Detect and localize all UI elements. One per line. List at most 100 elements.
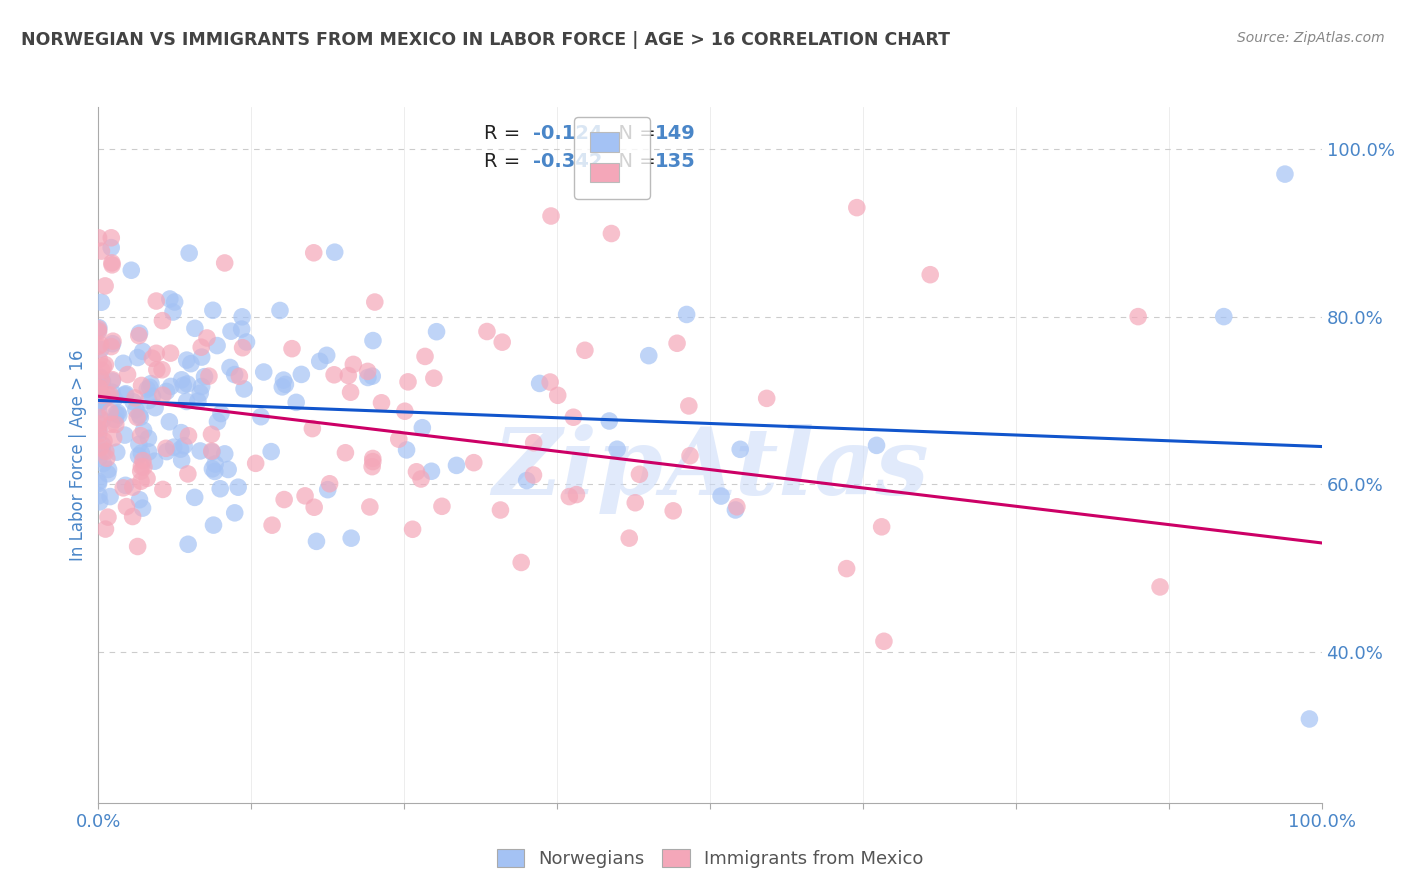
Point (409, 472, 432, 486)
Point (114, 478, 136, 492)
Point (136, 382, 159, 396)
Point (98, 405, 121, 419)
Point (679, 449, 702, 463)
Point (339, 385, 361, 400)
Point (250, 409, 273, 424)
Point (139, 376, 162, 391)
Point (87, 422, 110, 436)
Point (132, 423, 155, 437)
Point (305, 534, 328, 549)
Point (395, 442, 418, 457)
Point (423, 371, 446, 385)
Point (94, 444, 117, 458)
Point (845, 201, 868, 215)
Point (176, 394, 198, 409)
Point (666, 336, 689, 351)
Point (90, 373, 112, 387)
Point (141, 389, 163, 403)
Point (90, 363, 112, 377)
Point (188, 386, 211, 401)
Point (170, 373, 193, 387)
Point (420, 464, 443, 478)
Point (89, 337, 111, 351)
Point (143, 454, 166, 468)
Point (565, 487, 588, 501)
Point (755, 392, 778, 406)
Point (425, 325, 447, 339)
Point (430, 500, 453, 514)
Point (193, 369, 215, 384)
Point (163, 440, 186, 454)
Point (356, 364, 378, 378)
Point (163, 295, 186, 310)
Point (1274, 167, 1296, 181)
Point (394, 404, 416, 418)
Point (91, 444, 114, 458)
Point (301, 422, 323, 436)
Point (226, 480, 249, 494)
Point (1128, 310, 1150, 324)
Point (271, 380, 294, 394)
Point (107, 406, 129, 420)
Point (101, 258, 124, 272)
Point (1298, 712, 1320, 726)
Point (132, 459, 155, 474)
Point (370, 396, 392, 410)
Point (132, 453, 155, 467)
Point (129, 410, 152, 425)
Point (155, 384, 177, 399)
Point (104, 412, 127, 426)
Point (359, 500, 381, 514)
Point (204, 465, 226, 479)
Point (725, 500, 748, 514)
Point (114, 428, 136, 442)
Point (155, 442, 177, 456)
Point (100, 417, 122, 432)
Point (112, 481, 135, 495)
Point (129, 474, 152, 488)
Point (87, 451, 110, 466)
Point (606, 442, 628, 457)
Point (100, 340, 122, 354)
Point (141, 351, 163, 366)
Point (600, 227, 623, 241)
Point (112, 356, 135, 370)
Point (93, 392, 115, 406)
Point (94, 358, 117, 372)
Legend: Norwegians, Immigrants from Mexico: Norwegians, Immigrants from Mexico (488, 840, 932, 877)
Point (342, 358, 364, 372)
Point (128, 408, 150, 422)
Point (529, 376, 551, 391)
Point (323, 368, 346, 382)
Point (105, 445, 128, 459)
Point (233, 382, 256, 396)
Point (361, 459, 384, 474)
Point (337, 368, 360, 383)
Point (190, 340, 212, 354)
Text: 135: 135 (655, 153, 696, 171)
Point (710, 489, 733, 503)
Point (89, 392, 111, 406)
Point (463, 456, 485, 470)
Point (114, 386, 136, 401)
Point (920, 268, 942, 282)
Point (128, 437, 150, 451)
Point (97, 467, 120, 481)
Point (678, 399, 700, 413)
Point (127, 410, 149, 425)
Point (273, 492, 295, 507)
Point (128, 492, 150, 507)
Point (176, 353, 198, 368)
Point (228, 369, 250, 384)
Point (316, 483, 339, 497)
Point (127, 540, 149, 554)
Point (101, 385, 124, 400)
Point (231, 310, 253, 324)
Point (87, 402, 110, 417)
Point (156, 444, 179, 458)
Point (516, 474, 538, 488)
Text: ZipAtlas: ZipAtlas (492, 424, 928, 514)
Point (138, 393, 160, 408)
Point (274, 377, 297, 392)
Point (129, 428, 152, 442)
